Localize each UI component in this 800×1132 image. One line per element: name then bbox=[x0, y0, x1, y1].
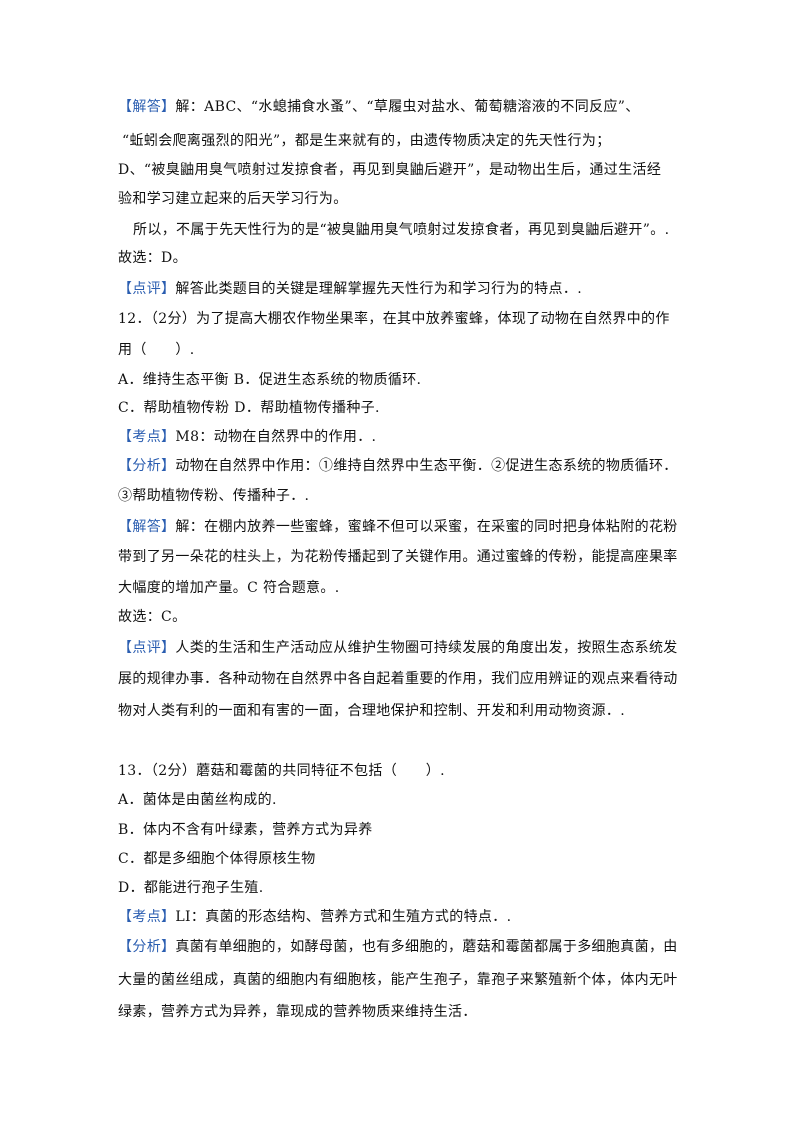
line-text: LI：真菌的形态结构、营养方式和生殖方式的特点．. bbox=[175, 909, 512, 925]
line-text: 物对人类有利的一面和有害的一面，合理地保护和控制、开发和利用动物资源．. bbox=[118, 703, 626, 719]
text-line: 故选：D。 bbox=[118, 248, 187, 268]
line-text: “蚯蚓会爬离强烈的阳光”，都是生来就有的，由遗传物质决定的先天性行为； bbox=[122, 133, 611, 149]
text-line: 物对人类有利的一面和有害的一面，合理地保护和控制、开发和利用动物资源．. bbox=[118, 701, 625, 721]
text-line: ③帮助植物传粉、传播种子．. bbox=[118, 486, 309, 506]
section-tag: 【解答】 bbox=[118, 99, 176, 115]
text-line: 【解答】解：在棚内放养一些蜜蜂，蜜蜂不但可以采蜜，在采蜜的同时把身体粘附的花粉 bbox=[118, 517, 678, 537]
line-text: 13．（2分）蘑菇和霉菌的共同特征不包括（ ）. bbox=[118, 763, 445, 779]
text-line: 展的规律办事．各种动物在自然界中各自起着重要的作用，我们应用辨证的观点来看待动 bbox=[118, 669, 678, 689]
line-text: D、“被臭鼬用臭气喷射过发掠食者，再见到臭鼬后避开”，是动物出生后，通过生活经 bbox=[118, 162, 662, 178]
text-line: D．都能进行孢子生殖. bbox=[118, 878, 264, 898]
line-text: ③帮助植物传粉、传播种子．. bbox=[118, 488, 310, 504]
text-line: 【分析】真菌有单细胞的，如酵母菌，也有多细胞的，蘑菇和霉菌都属于多细胞真菌，由 bbox=[118, 937, 678, 957]
line-text: 带到了另一朵花的柱头上，为花粉传播起到了关键作用。通过蜜蜂的传粉，能提高座果率 bbox=[118, 549, 678, 565]
text-line: 所以，不属于先天性行为的是“被臭鼬用臭气喷射过发掠食者，再见到臭鼬后避开”。. bbox=[133, 220, 669, 240]
section-tag: 【点评】 bbox=[118, 640, 176, 656]
section-tag: 【考点】 bbox=[118, 909, 176, 925]
text-line: C．都是多细胞个体得原核生物 bbox=[118, 849, 316, 869]
line-text: 解答此类题目的关键是理解掌握先天性行为和学习行为的特点．. bbox=[175, 281, 583, 297]
text-line: 12．（2分）为了提高大棚农作物坐果率，在其中放养蜜蜂，体现了动物在自然界中的作 bbox=[118, 309, 670, 329]
line-text: 所以，不属于先天性行为的是“被臭鼬用臭气喷射过发掠食者，再见到臭鼬后避开”。. bbox=[133, 222, 670, 238]
line-text: 真菌有单细胞的，如酵母菌，也有多细胞的，蘑菇和霉菌都属于多细胞真菌，由 bbox=[175, 939, 678, 955]
line-text: 大量的菌丝组成，真菌的细胞内有细胞核，能产生孢子，靠孢子来繁殖新个体，体内无叶 bbox=[118, 972, 678, 988]
section-tag: 【点评】 bbox=[118, 281, 176, 297]
text-line: A．菌体是由菌丝构成的. bbox=[118, 790, 277, 810]
line-text: C．帮助植物传粉 D．帮助植物传播种子. bbox=[118, 400, 380, 416]
line-text: D．都能进行孢子生殖. bbox=[118, 880, 264, 896]
line-text: A．菌体是由菌丝构成的. bbox=[118, 792, 277, 808]
line-text: 12．（2分）为了提高大棚农作物坐果率，在其中放养蜜蜂，体现了动物在自然界中的作 bbox=[118, 311, 670, 327]
text-line: 故选：C。 bbox=[118, 607, 186, 627]
text-line: C．帮助植物传粉 D．帮助植物传播种子. bbox=[118, 398, 380, 418]
line-text: C．都是多细胞个体得原核生物 bbox=[118, 851, 316, 867]
line-text: 动物在自然界中作用：①维持自然界中生态平衡．②促进生态系统的物质循环． bbox=[175, 458, 678, 474]
text-line: 验和学习建立起来的后天学习行为。 bbox=[118, 189, 348, 209]
line-text: 展的规律办事．各种动物在自然界中各自起着重要的作用，我们应用辨证的观点来看待动 bbox=[118, 671, 678, 687]
line-text: 大幅度的增加产量。C 符合题意。. bbox=[118, 580, 340, 596]
text-line: D、“被臭鼬用臭气喷射过发掠食者，再见到臭鼬后避开”，是动物出生后，通过生活经 bbox=[118, 160, 661, 180]
section-tag: 【考点】 bbox=[118, 429, 176, 445]
line-text: 故选：D。 bbox=[118, 250, 187, 266]
section-tag: 【分析】 bbox=[118, 939, 176, 955]
text-line: 大量的菌丝组成，真菌的细胞内有细胞核，能产生孢子，靠孢子来繁殖新个体，体内无叶 bbox=[118, 970, 678, 990]
text-line: 【考点】M8：动物在自然界中的作用．. bbox=[118, 427, 376, 447]
line-text: A．维持生态平衡 B．促进生态系统的物质循环. bbox=[118, 372, 422, 388]
text-line: 大幅度的增加产量。C 符合题意。. bbox=[118, 578, 340, 598]
text-line: 13．（2分）蘑菇和霉菌的共同特征不包括（ ）. bbox=[118, 761, 445, 781]
text-line: 绿素，营养方式为异养，靠现成的营养物质来维持生活． bbox=[118, 1002, 477, 1022]
line-text: 验和学习建立起来的后天学习行为。 bbox=[118, 191, 348, 207]
text-line: 【解答】解：ABC、“水螅捕食水蚤”、“草履虫对盐水、葡萄糖溶液的不同反应”、 bbox=[118, 97, 640, 117]
section-tag: 【解答】 bbox=[118, 519, 176, 535]
line-text: 人类的生活和生产活动应从维护生物圈可持续发展的角度出发，按照生态系统发 bbox=[175, 640, 678, 656]
text-line: 【点评】解答此类题目的关键是理解掌握先天性行为和学习行为的特点．. bbox=[118, 279, 582, 299]
line-text: 用（ ）. bbox=[118, 342, 195, 358]
text-line: B．体内不含有叶绿素，营养方式为异养 bbox=[118, 820, 373, 840]
text-line: 【分析】动物在自然界中作用：①维持自然界中生态平衡．②促进生态系统的物质循环． bbox=[118, 456, 678, 476]
text-line: 用（ ）. bbox=[118, 340, 195, 360]
section-tag: 【分析】 bbox=[118, 458, 176, 474]
text-line: 【考点】LI：真菌的形态结构、营养方式和生殖方式的特点．. bbox=[118, 907, 511, 927]
line-text: B．体内不含有叶绿素，营养方式为异养 bbox=[118, 822, 373, 838]
text-line: “蚯蚓会爬离强烈的阳光”，都是生来就有的，由遗传物质决定的先天性行为； bbox=[122, 131, 611, 151]
line-text: 故选：C。 bbox=[118, 609, 187, 625]
line-text: 绿素，营养方式为异养，靠现成的营养物质来维持生活． bbox=[118, 1004, 477, 1020]
text-line: A．维持生态平衡 B．促进生态系统的物质循环. bbox=[118, 370, 421, 390]
line-text: 解：在棚内放养一些蜜蜂，蜜蜂不但可以采蜜，在采蜜的同时把身体粘附的花粉 bbox=[175, 519, 678, 535]
line-text: M8：动物在自然界中的作用．. bbox=[175, 429, 377, 445]
text-line: 【点评】人类的生活和生产活动应从维护生物圈可持续发展的角度出发，按照生态系统发 bbox=[118, 638, 678, 658]
text-line: 带到了另一朵花的柱头上，为花粉传播起到了关键作用。通过蜜蜂的传粉，能提高座果率 bbox=[118, 547, 678, 567]
line-text: 解：ABC、“水螅捕食水蚤”、“草履虫对盐水、葡萄糖溶液的不同反应”、 bbox=[175, 99, 640, 115]
